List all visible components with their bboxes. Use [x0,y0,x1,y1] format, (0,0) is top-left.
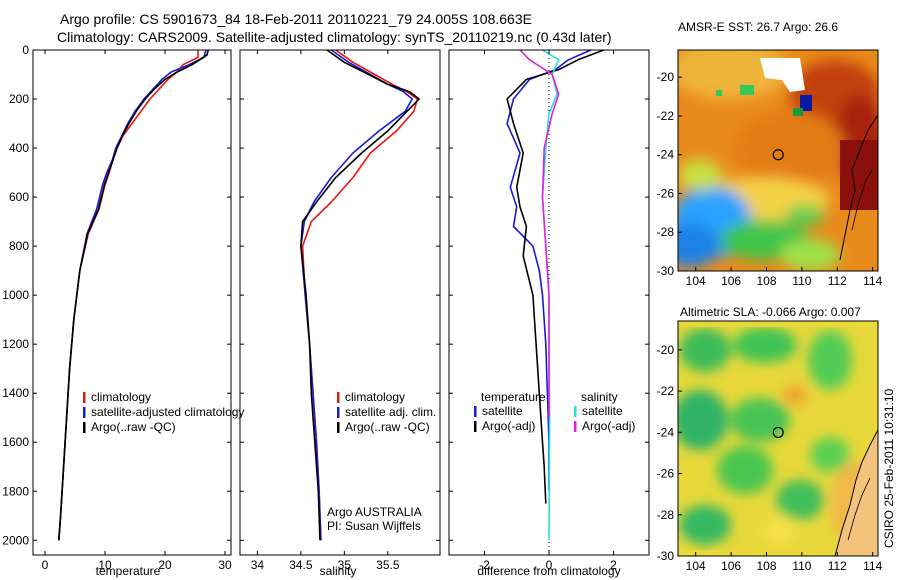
legend-label: satellite-adjusted climatology [91,405,244,419]
x-axis-label-difference: difference from climatology [477,564,620,578]
map-y-tick-label: -30 [657,549,675,563]
legend-swatch [337,392,340,403]
map-x-tick-label: 108 [756,274,776,288]
y-tick-label: 1800 [2,484,29,498]
legend-swatch [83,392,86,403]
x-axis-label-salinity: salinity [320,564,357,578]
sla-map-title: Altimetric SLA: -0.066 Argo: 0.007 [680,305,861,319]
annotation-text: PI: Susan Wijffels [327,519,421,533]
map-y-tick-label: -26 [657,467,675,481]
series-line-temperature-2 [58,49,209,541]
legend-swatch [83,407,86,418]
series-line-salinity-2 [300,49,420,541]
map-x-tick-label: 110 [792,274,811,288]
map-x-tick-label: 114 [863,274,882,288]
legend-label: Argo(..raw -QC) [345,420,430,434]
sst-map-image [678,50,878,271]
map-y-tick-label: -20 [657,343,675,357]
axes-frame-temperature [32,49,232,556]
map-y-tick-label: -22 [657,384,675,398]
legend-title-salinity: salinity [581,390,618,404]
map-x-tick-label: 110 [792,559,811,573]
y-tick-label: 1000 [2,288,29,302]
x-tick-label: 20 [158,558,172,572]
map-y-tick-label: -22 [657,109,675,123]
y-tick-label: 200 [9,92,29,106]
map-y-tick-label: -24 [657,148,675,162]
argo-location-marker [772,426,784,439]
salinity-panel: 34 34.5 35 35.5 salinity climatologysatellite… [239,49,441,578]
header-line-2: Climatology: CARS2009. Satellite-adjuste… [57,29,612,45]
x-tick-label: 30 [218,558,232,572]
x-tick-label: 10 [98,558,112,572]
axes-frame-salinity [239,49,441,556]
legend-swatch [574,421,577,432]
legend-label: Argo(-adj) [582,419,635,433]
legend-swatch [474,406,477,417]
argo-location-marker [772,149,784,161]
map-y-tick-label: -26 [657,186,675,200]
legend-swatch [83,422,86,433]
y-tick-label: 1200 [2,337,29,351]
y-tick-label: 1600 [2,435,29,449]
y-tick-label: 0 [22,43,29,57]
legend-label: satellite [582,404,623,418]
x-tick-label: 35 [338,558,352,572]
x-tick-label: -2 [479,558,490,572]
map-x-tick-label: 112 [828,274,847,288]
legend-title-temperature: temperature [481,390,546,404]
x-tick-label: 0 [546,558,553,572]
map-y-tick-label: -28 [657,225,675,239]
map-x-tick-label: 106 [721,274,741,288]
x-tick-label: 34.5 [289,558,313,572]
series-line-difference-3 [519,49,560,418]
x-tick-label: 0 [42,558,49,572]
sla-map-panel: Altimetric SLA: -0.066 Argo: 0.007 [657,305,883,573]
map-x-tick-label: 104 [686,559,706,573]
legend-swatch [337,422,340,433]
map-x-tick-label: 112 [828,559,847,573]
side-label: CSIRO 25-Feb-2011 10:31:10 [882,388,896,548]
map-x-tick-label: 106 [721,559,741,573]
legend-swatch [574,406,577,417]
legend-label: satellite [482,404,523,418]
annotation-text: Argo AUSTRALIA [327,505,422,519]
map-y-tick-label: -30 [657,264,675,278]
legend-label: satellite adj. clim. [345,405,436,419]
temperature-panel: 0 10 20 30 0 200 400 600 800 1000 1200 1400 1600 1800… [2,43,244,578]
y-tick-label: 800 [9,239,29,253]
map-y-tick-label: -28 [657,508,675,522]
x-tick-label: 35.5 [376,558,400,572]
legend-label: climatology [91,390,151,404]
x-axis-label-temperature: temperature [96,564,161,578]
y-tick-label: 2000 [2,533,29,547]
sst-map-title: AMSR-E SST: 26.7 Argo: 26.6 [678,20,838,34]
legend-swatch [474,421,477,432]
header-line-1: Argo profile: CS 5901673_84 18-Feb-2011 … [60,11,532,27]
legend-label: climatology [345,390,405,404]
sst-map-panel: AMSR-E SST: 26.7 Argo: 26.6 [657,20,883,288]
series-line-difference-1 [506,49,605,504]
map-x-tick-label: 104 [686,274,706,288]
legend-label: Argo(-adj) [482,419,535,433]
map-x-tick-label: 108 [756,559,776,573]
map-x-tick-label: 114 [863,559,882,573]
sla-map-image [678,321,878,556]
map-y-tick-label: -20 [657,70,675,84]
y-tick-label: 600 [9,190,29,204]
legend-swatch [337,407,340,418]
y-tick-label: 400 [9,141,29,155]
x-tick-label: 2 [610,558,617,572]
map-y-tick-label: -24 [657,425,675,439]
x-tick-label: 34 [251,558,265,572]
legend-label: Argo(..raw -QC) [91,420,176,434]
series-line-salinity-0 [301,49,419,541]
y-tick-label: 1400 [2,386,29,400]
